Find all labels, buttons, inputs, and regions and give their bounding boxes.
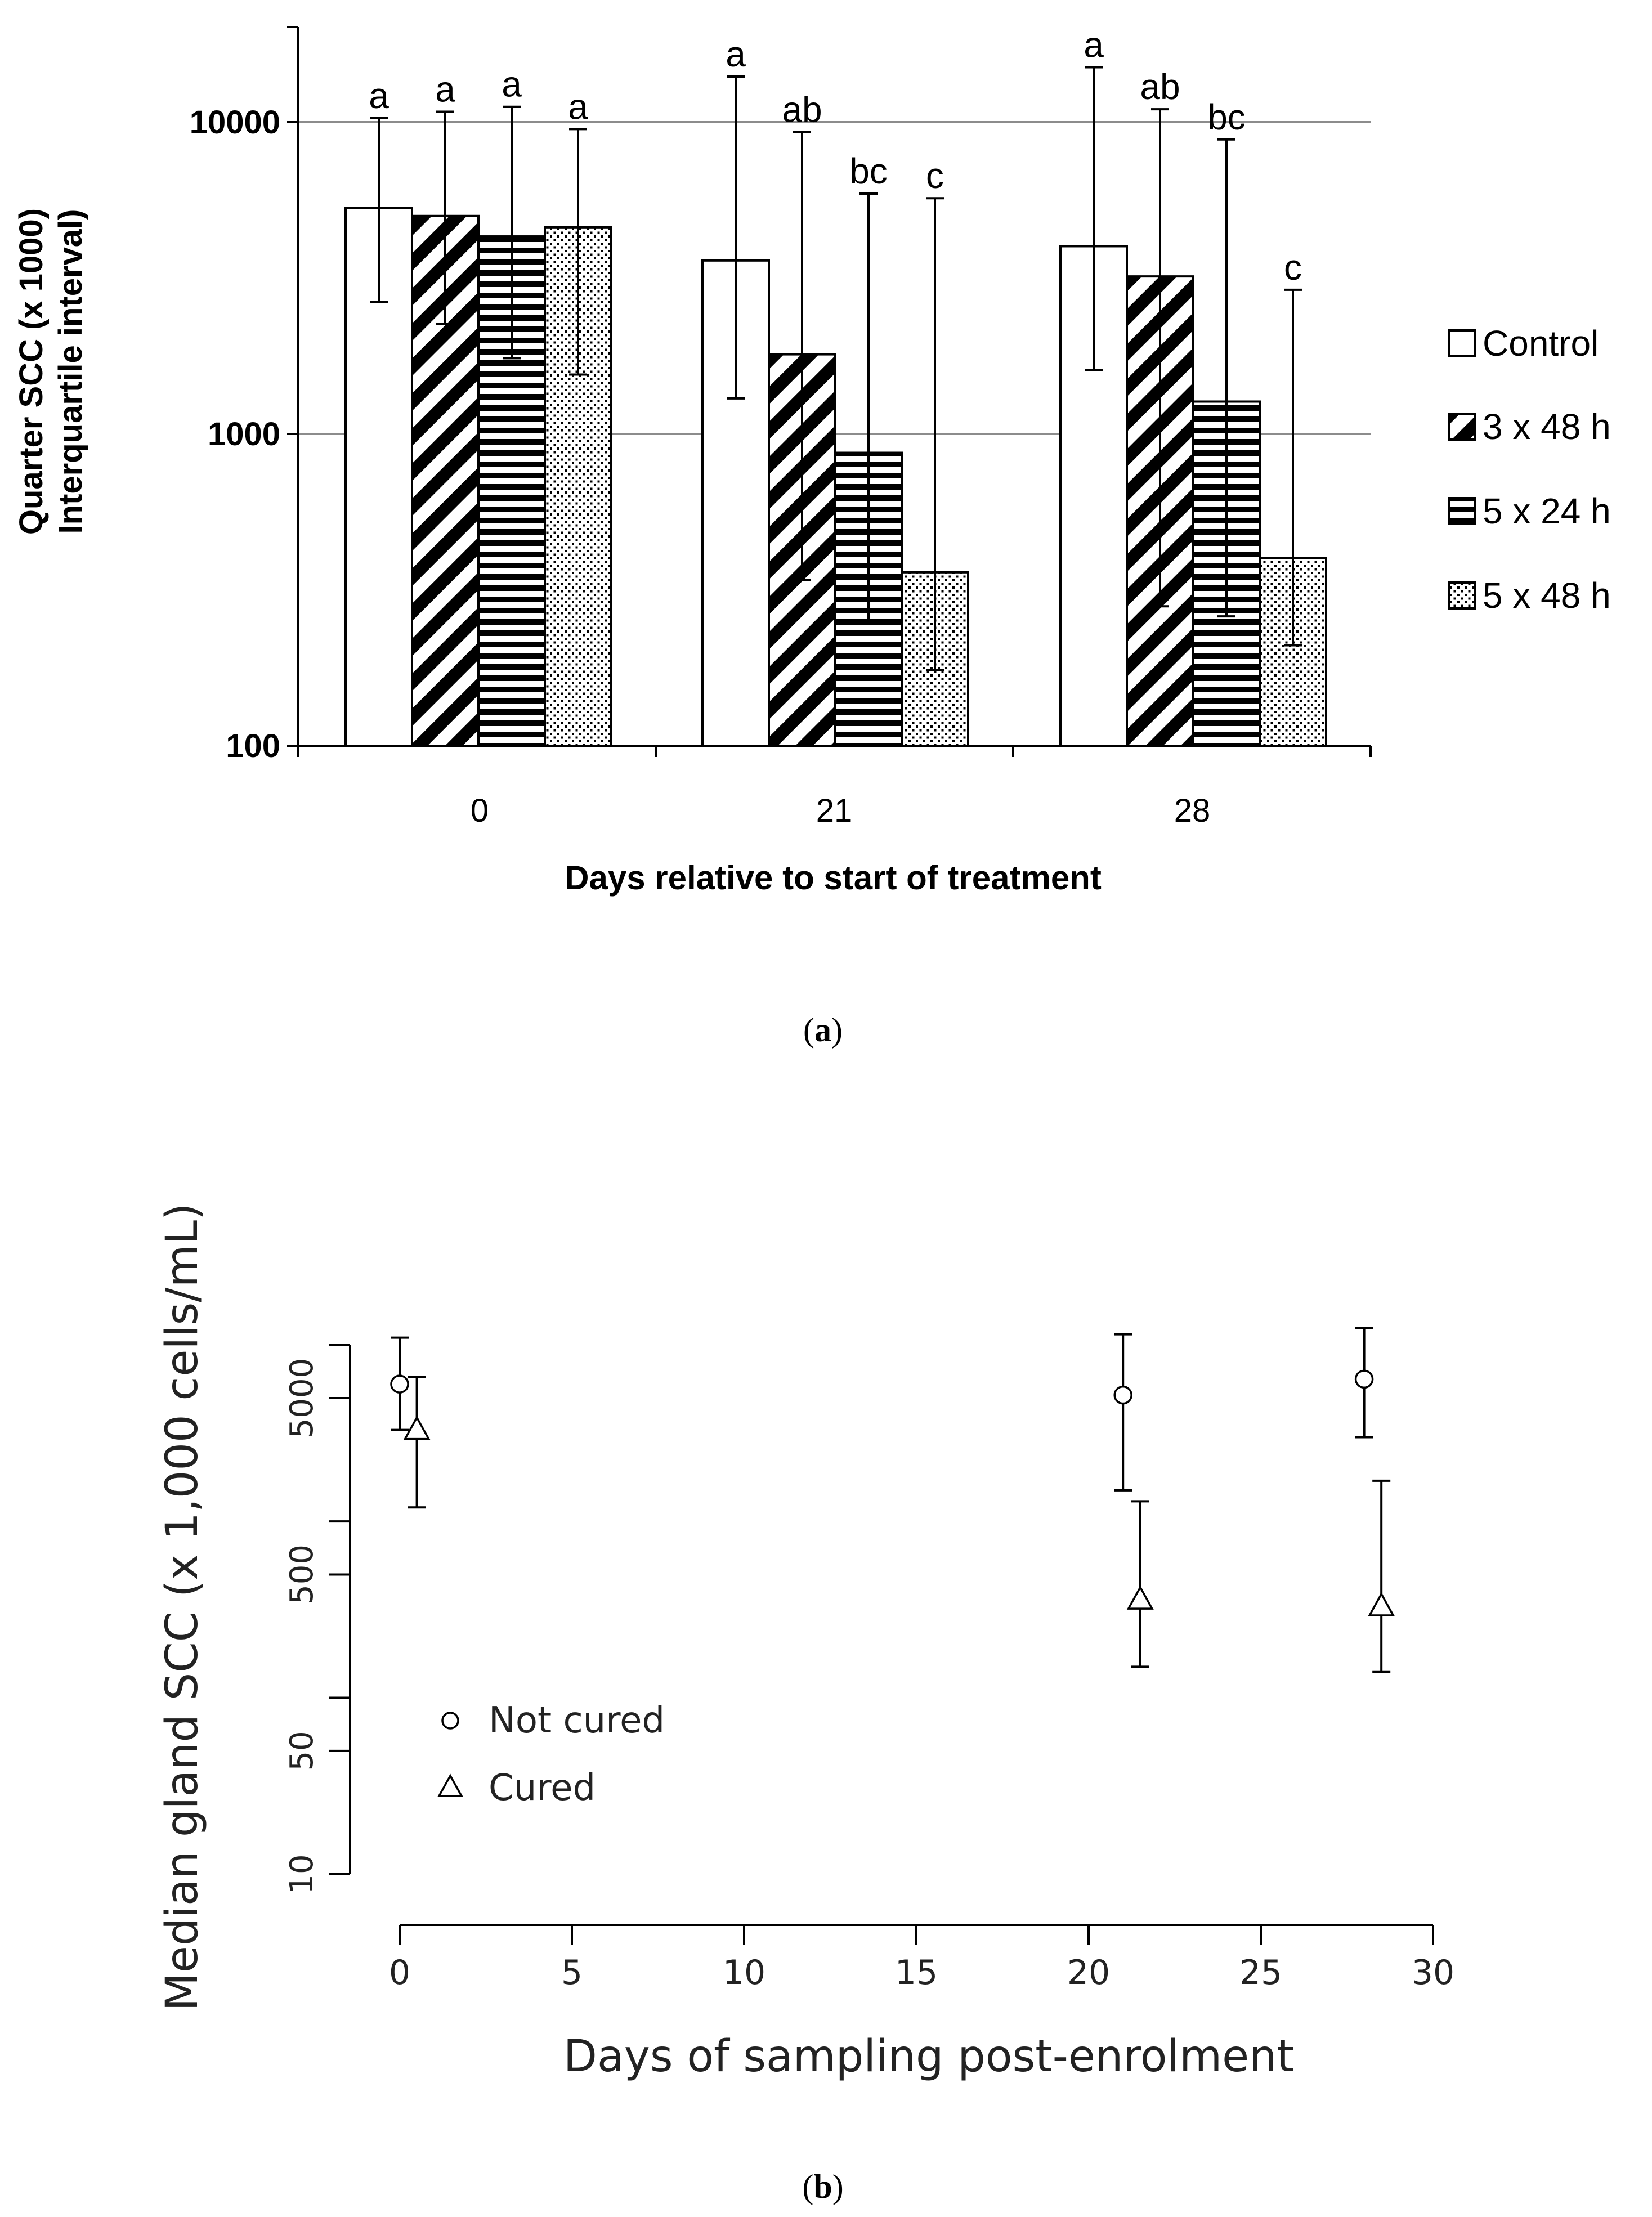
x-tick-label-b: 20 <box>1067 1953 1110 1992</box>
legend-marker-not-cured <box>441 1712 459 1730</box>
x-tick-label-b: 0 <box>389 1953 410 1992</box>
x-tick-label-b: 15 <box>895 1953 938 1992</box>
point-cured <box>1368 1592 1395 1616</box>
point-not-cured <box>1354 1369 1374 1389</box>
point-cured <box>1126 1585 1154 1610</box>
point-not-cured <box>390 1374 409 1394</box>
y-tick-label-b: 50 <box>284 1731 320 1771</box>
legend-swatch-dotted <box>1448 581 1476 610</box>
significance-letter: ab <box>782 89 822 129</box>
x-axis-label-b: Days of sampling post-enrolment <box>563 2031 1294 2082</box>
y-axis-label-a-line2: Interquartile interval) <box>52 209 89 534</box>
significance-letter: a <box>435 69 455 109</box>
point-not-cured <box>1113 1385 1132 1405</box>
legend-swatch-diagonal <box>1448 413 1476 441</box>
x-axis-label-a: Days relative to start of treatment <box>565 859 1102 897</box>
legend-label-white: Control <box>1483 323 1599 364</box>
x-tick-label-b: 30 <box>1412 1953 1454 1992</box>
legend-swatch-horizontal <box>1448 497 1476 525</box>
significance-letter: a <box>726 34 746 74</box>
y-tick-label-b: 10 <box>284 1854 320 1894</box>
significance-letter: a <box>369 75 389 116</box>
legend-a: Control 3 x 48 h 5 x 24 h 5 x 48 h <box>1448 323 1611 616</box>
x-tick-label-b: 5 <box>561 1953 583 1992</box>
significance-letter: a <box>502 64 522 105</box>
y-tick-label-b: 500 <box>284 1544 320 1605</box>
y-axis-label-b: Median gland SCC (x 1,000 cells/mL) <box>157 1203 208 2011</box>
significance-letter: bc <box>1207 97 1246 137</box>
point-cured <box>403 1415 431 1440</box>
legend-swatch-white <box>1448 329 1476 357</box>
x-tick-label-b: 10 <box>723 1953 765 1992</box>
significance-letter: bc <box>849 151 888 191</box>
x-tick-label-b: 25 <box>1239 1953 1282 1992</box>
y-tick-label-b: 5000 <box>284 1358 320 1439</box>
panel-label-b: (b) <box>802 2168 843 2205</box>
y-tick-label-a: 1000 <box>208 416 280 453</box>
significance-letter: ab <box>1140 66 1180 107</box>
x-tick-label-a: 0 <box>471 792 489 829</box>
significance-letter: a <box>568 86 588 127</box>
y-axis-label-a-line1: Quarter SCC (x 1000) <box>13 208 50 535</box>
legend-label-cured: Cured <box>489 1767 596 1809</box>
legend-label-horizontal: 5 x 24 h <box>1483 491 1611 531</box>
legend-label-dotted: 5 x 48 h <box>1483 575 1611 616</box>
x-tick-label-a: 21 <box>816 792 853 829</box>
significance-letter: c <box>926 155 944 196</box>
legend-label-diagonal: 3 x 48 h <box>1483 406 1611 447</box>
y-tick-label-a: 10000 <box>190 104 280 141</box>
legend-marker-cured <box>437 1773 463 1797</box>
legend-b: Not cured Cured <box>437 1700 665 1809</box>
legend-label-not-cured: Not cured <box>489 1700 665 1741</box>
y-tick-label-a: 100 <box>226 728 280 764</box>
significance-letter: c <box>1284 247 1302 288</box>
x-tick-label-a: 28 <box>1174 792 1211 829</box>
panel-label-a: (a) <box>803 1011 843 1049</box>
significance-letter: a <box>1084 24 1104 65</box>
